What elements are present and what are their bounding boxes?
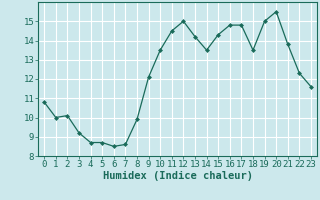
X-axis label: Humidex (Indice chaleur): Humidex (Indice chaleur): [103, 171, 252, 181]
